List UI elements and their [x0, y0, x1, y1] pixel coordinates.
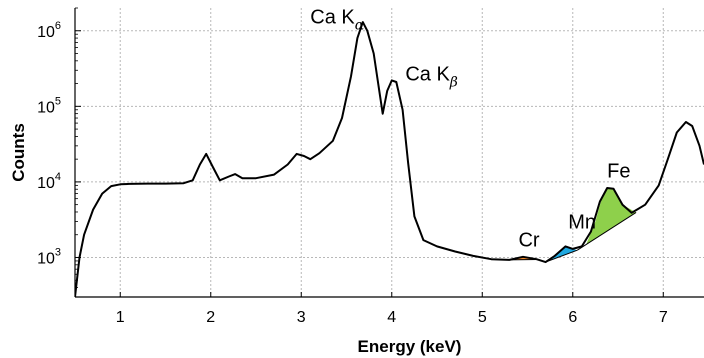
y-tick-label: 103 [37, 246, 61, 267]
peak-fill-mn [545, 246, 578, 263]
annotations: Ca Kα Ca Kβ Cr Mn Fe [310, 6, 630, 251]
x-tick-label: 4 [387, 309, 396, 326]
series [75, 21, 704, 297]
peak-baseline-mn [545, 249, 578, 263]
x-tick-label: 6 [568, 309, 577, 326]
y-tick-label: 105 [37, 95, 61, 116]
grid [75, 8, 704, 297]
annotation-mn: Mn [568, 212, 596, 234]
x-tick-label: 3 [297, 309, 306, 326]
x-tick-label: 1 [116, 309, 125, 326]
annotation-ca-k-alpha: Ca Kα [310, 6, 364, 33]
annotation-ca-k-beta: Ca Kβ [405, 63, 458, 90]
x-axis-label: Energy (keV) [358, 337, 462, 356]
x-tick-label: 5 [478, 309, 487, 326]
axes: 1 2 3 4 5 6 7 103 104 105 106 Energy (keV) Counts [9, 7, 704, 356]
peak-baseline-fe [577, 211, 637, 251]
y-tick-label: 104 [37, 171, 61, 192]
x-tick-label: 2 [206, 309, 215, 326]
annotation-cr: Cr [518, 229, 539, 251]
x-tick-label: 7 [659, 309, 668, 326]
spectrum-line [75, 21, 704, 297]
annotation-fe: Fe [607, 160, 630, 182]
y-tick-label: 106 [37, 20, 61, 41]
y-axis-label: Counts [9, 123, 28, 182]
